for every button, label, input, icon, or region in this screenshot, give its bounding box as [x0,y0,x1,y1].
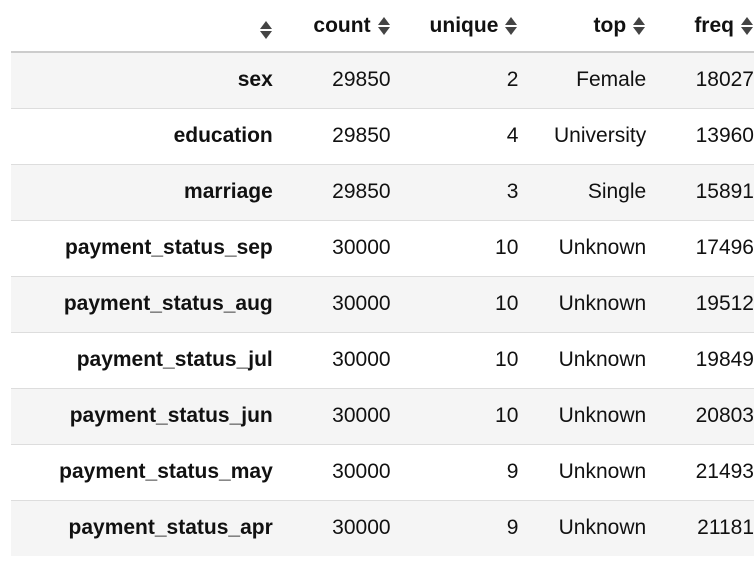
table-row: payment_status_may 30000 9 Unknown 21493 [11,444,754,500]
cell-count: 30000 [332,516,391,540]
sort-icon[interactable] [504,16,518,36]
cell-freq: 20803 [695,404,754,427]
header-count-label: count [313,13,371,37]
sort-icon[interactable] [740,16,754,36]
cell-top: Unknown [558,292,647,315]
row-label: payment_status_may [59,460,273,483]
cell-freq: 19512 [695,292,754,315]
header-unique-label: unique [429,13,499,37]
header-top-label: top [593,13,627,37]
cell-unique: 10 [495,236,519,259]
row-label: sex [237,68,273,92]
cell-count: 29850 [332,180,391,203]
describe-table: count unique top [11,0,754,556]
cell-freq: 19849 [695,348,754,371]
cell-count: 30000 [332,236,391,259]
row-label: payment_status_jul [76,348,273,371]
table-row: payment_status_jul 30000 10 Unknown 1984… [11,332,754,388]
cell-top: Single [587,180,647,203]
cell-unique: 2 [506,68,519,92]
cell-top: University [554,124,647,147]
cell-top: Unknown [558,460,647,483]
cell-freq: 13960 [695,124,754,147]
cell-unique: 10 [495,348,519,371]
cell-freq: 21181 [697,516,754,540]
cell-unique: 9 [506,516,519,540]
table-row: payment_status_apr 30000 9 Unknown 21181 [11,500,754,556]
table-row: payment_status_sep 30000 10 Unknown 1749… [11,220,754,276]
cell-freq: 18027 [695,68,754,92]
header-freq-label: freq [694,13,734,37]
header-index[interactable] [11,0,273,53]
cell-unique: 4 [506,124,519,147]
table-row: marriage 29850 3 Single 15891 [11,164,754,220]
cell-count: 29850 [332,124,391,147]
table-row: payment_status_aug 30000 10 Unknown 1951… [11,276,754,332]
table-header: count unique top [11,0,754,53]
header-count[interactable]: count [272,0,391,53]
cell-unique: 9 [506,460,519,483]
row-label: education [173,124,273,147]
cell-unique: 10 [495,292,519,315]
cell-top: Unknown [558,516,647,540]
cell-count: 30000 [332,460,391,483]
cell-count: 29850 [332,68,391,92]
row-label: payment_status_jun [69,404,273,427]
cell-top: Unknown [558,348,647,371]
cell-unique: 10 [495,404,519,427]
cell-top: Unknown [558,404,647,427]
sort-icon[interactable] [632,16,646,36]
row-label: payment_status_apr [68,516,273,540]
sort-icon[interactable] [377,16,391,36]
table-row: sex 29850 2 Female 18027 [11,52,754,108]
table-row: payment_status_jun 30000 10 Unknown 2080… [11,388,754,444]
cell-count: 30000 [332,348,391,371]
row-label: marriage [184,180,273,203]
cell-freq: 17496 [695,236,754,259]
row-label: payment_status_aug [63,292,273,315]
cell-unique: 3 [506,180,519,203]
header-freq[interactable]: freq [646,0,754,53]
cell-freq: 15891 [695,180,754,203]
cell-count: 30000 [332,404,391,427]
table-row: education 29850 4 University 13960 [11,108,754,164]
header-top[interactable]: top [518,0,647,53]
cell-top: Female [576,68,647,92]
cell-freq: 21493 [695,460,754,483]
table-body: sex 29850 2 Female 18027 education 29850… [11,52,754,556]
cell-count: 30000 [332,292,391,315]
header-unique[interactable]: unique [390,0,519,53]
header-row: count unique top [11,0,754,53]
cell-top: Unknown [558,236,647,259]
row-label: payment_status_sep [65,236,273,259]
sort-icon[interactable] [259,20,273,40]
